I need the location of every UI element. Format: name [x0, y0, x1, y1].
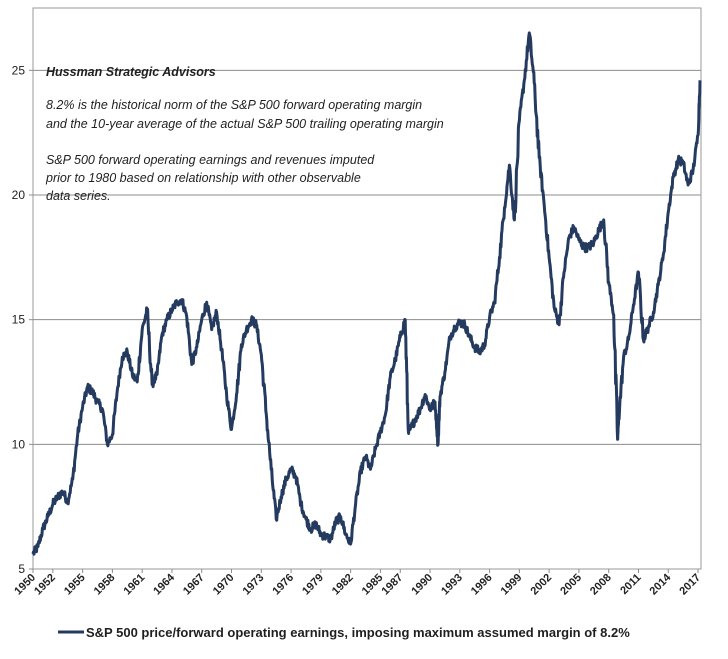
- y-tick-label-25: 25: [12, 63, 26, 77]
- y-tick-label-15: 15: [12, 313, 26, 327]
- margin-note-line-2: and the 10-year average of the actual S&…: [46, 117, 444, 131]
- plot-frame: [32, 7, 702, 570]
- legend-label: S&P 500 price/forward operating earnings…: [86, 625, 630, 640]
- y-tick-label-5: 5: [18, 562, 25, 576]
- margin-note-line-1: 8.2% is the historical norm of the S&P 5…: [46, 98, 422, 112]
- imputation-note-line-2: prior to 1980 based on relationship with…: [45, 171, 361, 185]
- source-label: Hussman Strategic Advisors: [46, 65, 216, 79]
- y-tick-label-20: 20: [12, 188, 26, 202]
- annotations: Hussman Strategic Advisors 8.2% is the h…: [45, 65, 444, 203]
- legend: S&P 500 price/forward operating earnings…: [58, 625, 630, 640]
- imputation-note-line-1: S&P 500 forward operating earnings and r…: [46, 153, 375, 167]
- series-layer: [31, 31, 702, 556]
- y-tick-label-10: 10: [12, 437, 26, 451]
- series-line-0: [31, 31, 702, 556]
- imputation-note-line-3: data series.: [46, 189, 111, 203]
